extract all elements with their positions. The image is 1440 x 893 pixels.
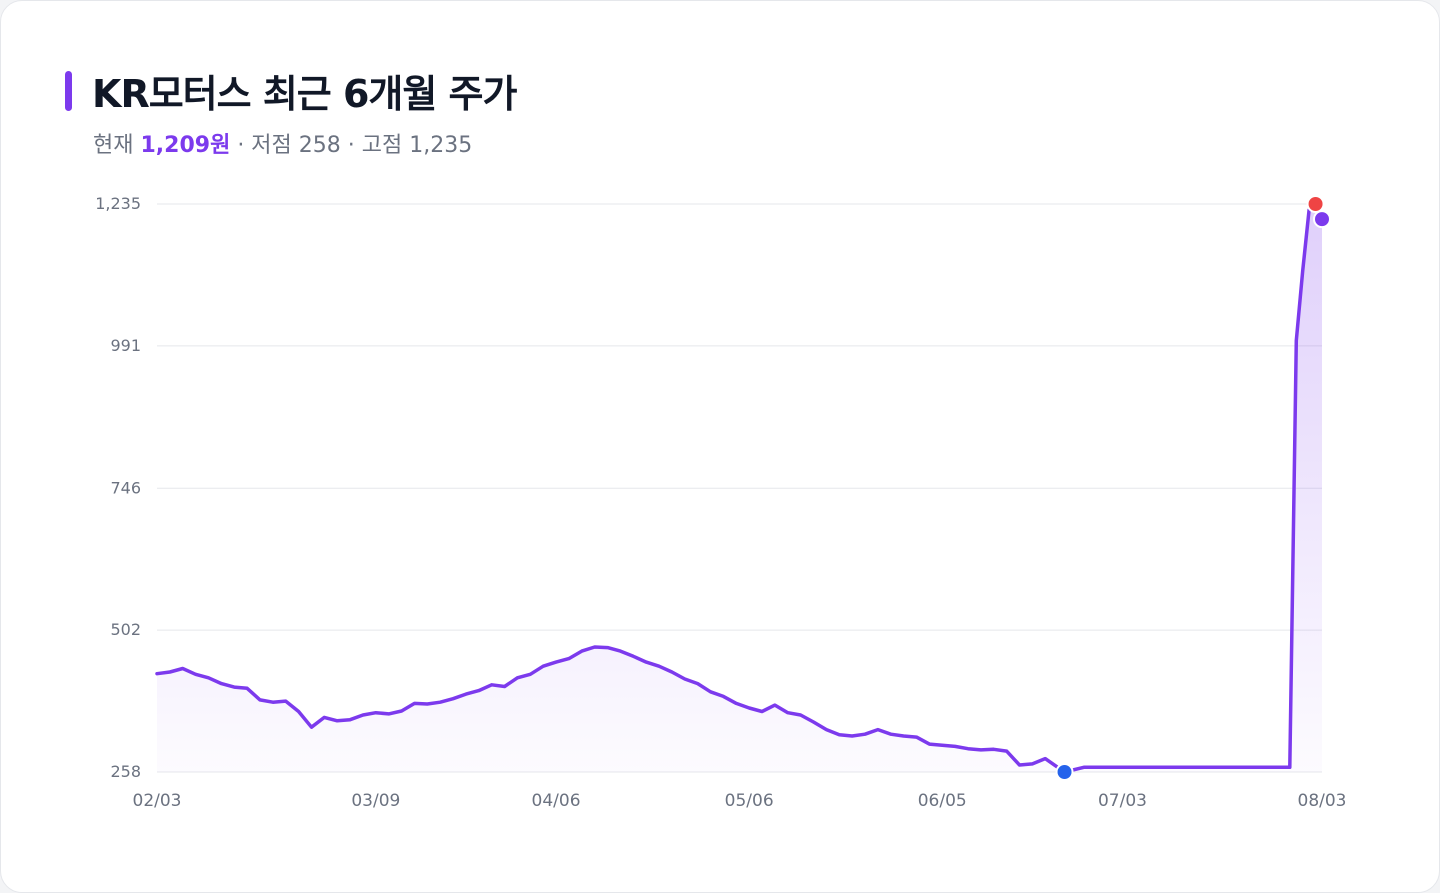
area-layer <box>157 204 1322 772</box>
current-price: 1,209원 <box>140 133 231 158</box>
title-row: KR모터스 최근 6개월 주가 <box>65 63 517 118</box>
page-title: KR모터스 최근 6개월 주가 <box>92 72 517 116</box>
current-label: 현재 <box>93 133 134 158</box>
low-point-marker <box>1055 763 1074 781</box>
price-summary: 현재 1,209원 · 저점 258 · 고점 1,235 <box>93 127 472 159</box>
y-tick-label: 1,235 <box>95 194 141 213</box>
current-point-marker <box>1313 210 1331 229</box>
price-area <box>157 204 1322 772</box>
x-tick-label: 07/03 <box>1098 791 1147 811</box>
y-tick-label: 991 <box>110 336 141 355</box>
y-tick-label: 746 <box>110 478 141 497</box>
high-price: · 고점 1,235 <box>347 133 473 158</box>
title-accent-bar <box>65 70 72 111</box>
price-line <box>155 202 1324 774</box>
marker-layer <box>1055 195 1331 781</box>
x-tick-label: 05/06 <box>725 791 774 811</box>
x-tick-label: 06/05 <box>918 791 967 811</box>
x-tick-label: 08/03 <box>1298 791 1347 811</box>
y-tick-label: 258 <box>110 762 141 781</box>
x-tick-label: 04/06 <box>532 791 581 811</box>
x-tick-label: 03/09 <box>351 791 400 811</box>
high-point-marker <box>1306 195 1325 213</box>
x-tick-label: 02/03 <box>133 791 182 811</box>
y-tick-label: 502 <box>110 620 141 639</box>
low-price: · 저점 258 <box>237 133 341 158</box>
line-layer <box>155 202 1324 774</box>
